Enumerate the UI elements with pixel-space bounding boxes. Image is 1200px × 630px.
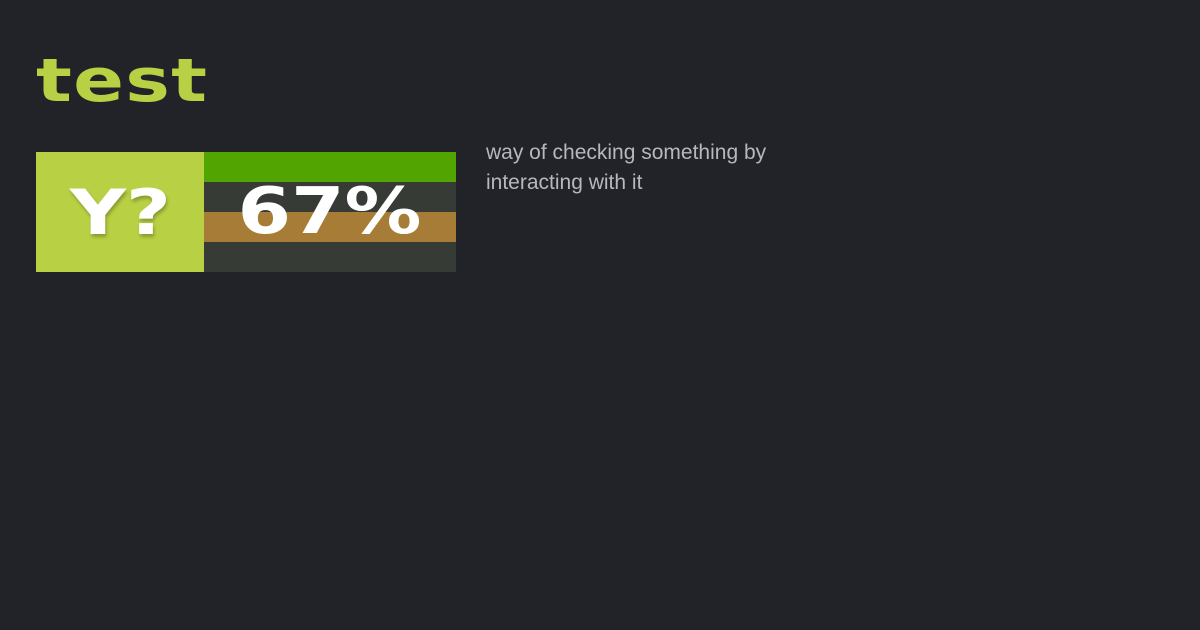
stripe — [204, 182, 456, 212]
badge-label: Y? — [69, 175, 171, 249]
y-badge: Y? — [36, 152, 204, 272]
stripe — [204, 212, 456, 242]
description: way of checking something by interacting… — [486, 141, 767, 194]
page-title: test — [36, 46, 209, 116]
score-percent: 67% — [238, 175, 422, 249]
stripe — [204, 242, 456, 272]
stripe — [204, 152, 456, 182]
score-bars: 67% — [204, 152, 456, 272]
